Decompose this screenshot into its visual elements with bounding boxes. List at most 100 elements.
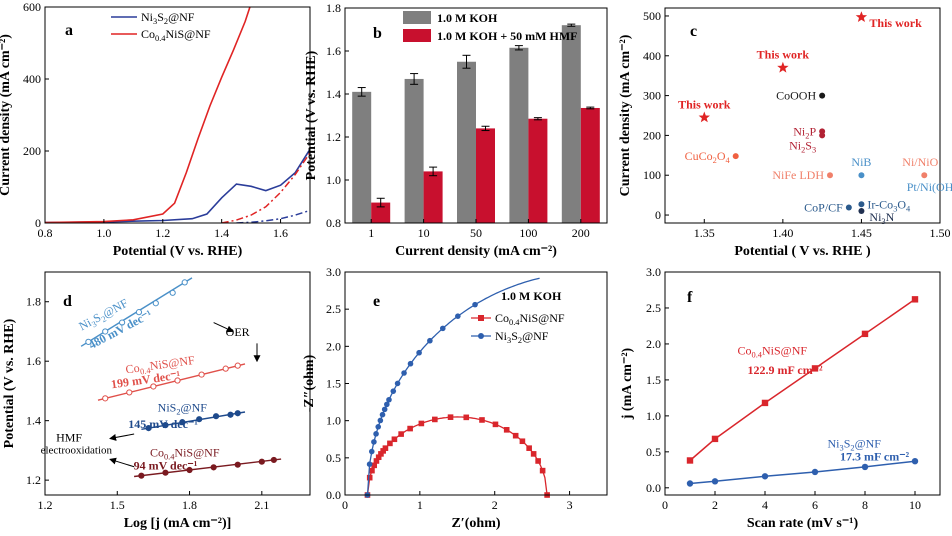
data-point (169, 289, 176, 296)
data-point (492, 421, 499, 428)
data-point (150, 383, 157, 390)
legend-entry: 1.0 M KOH + 50 mM HMF (437, 29, 577, 43)
y-tick-label: 1.2 (326, 130, 341, 144)
point-label: Ni/NiO (902, 155, 938, 169)
point-label: This work (757, 48, 810, 62)
point-label: Ni2P (793, 124, 816, 140)
data-point (711, 478, 719, 485)
data-point (401, 370, 407, 376)
fit-line (97, 363, 246, 401)
x-axis-title: Log [j (mA cm⁻²)] (124, 516, 232, 531)
data-point (85, 338, 92, 345)
y-tick-label: 0.0 (326, 488, 341, 502)
bar (561, 25, 581, 224)
y-axis-title: -Z″(ohm) (302, 354, 317, 412)
point-marker (858, 201, 865, 208)
data-point (439, 325, 446, 332)
x-tick-label: 6 (812, 498, 818, 512)
point-label: CoOOH (776, 89, 816, 103)
panel-label: e (373, 293, 380, 310)
legend-title: 1.0 M KOH (501, 289, 562, 303)
x-axis-title: Z′(ohm) (451, 516, 500, 531)
series-line (45, 7, 251, 223)
x-tick-label: 1.4 (214, 226, 229, 240)
data-point (861, 463, 869, 471)
x-tick-label: 1.35 (694, 226, 715, 240)
data-point (152, 300, 159, 307)
x-tick-label: 8 (862, 498, 868, 512)
x-tick-label: 0 (342, 498, 348, 512)
annotation-electrooxidation: electrooxidation (41, 444, 113, 456)
y-tick-label: 2.0 (326, 339, 341, 353)
y-tick-label: 3.0 (326, 265, 341, 279)
data-point (102, 328, 109, 335)
fit-curve (366, 416, 548, 495)
x-tick-label: 100 (519, 226, 537, 240)
annotation-hmf: HMF (56, 430, 82, 444)
point-label: NiFe LDH (772, 168, 824, 182)
x-tick-label: 1 (417, 498, 423, 512)
panel-label: a (65, 22, 73, 39)
point-label: This work (678, 97, 731, 111)
panel-b: 1 10 50 100 200 0.8 1.0 1.2 1.4 1.6 1.8 Current den… (304, 1, 608, 259)
data-point (386, 396, 392, 403)
data-point (761, 399, 769, 407)
slope-label: 145 mV dec⁻¹ (128, 417, 198, 431)
y-tick-label: 400 (23, 72, 41, 86)
x-tick-label: 3 (567, 498, 573, 512)
data-point (379, 411, 386, 418)
y-tick-label: 3.0 (646, 265, 661, 279)
point-label: Ni2S3 (789, 138, 816, 154)
fit-line (689, 298, 916, 462)
y-tick-label: 1.8 (26, 295, 41, 309)
x-tick-label: 50 (470, 226, 482, 240)
data-point (479, 417, 485, 423)
data-point (373, 458, 380, 464)
data-point (390, 388, 397, 394)
data-point (371, 462, 377, 469)
x-tick-label: 1.45 (851, 226, 872, 240)
y-tick-label: 0 (655, 208, 661, 222)
data-point (526, 445, 532, 451)
data-point (381, 406, 388, 413)
series-line (221, 152, 310, 223)
data-point (382, 445, 389, 451)
data-point (861, 330, 869, 338)
point-marker (819, 92, 826, 99)
series-line (45, 148, 310, 223)
y-tick-label: 2.0 (646, 337, 661, 351)
data-point (398, 431, 404, 437)
x-tick-label: 1.6 (273, 226, 288, 240)
slope-label: 94 mV dec⁻¹ (134, 458, 198, 472)
point-label: Pt/Ni(OH)2 (907, 180, 952, 196)
data-point (472, 301, 478, 308)
y-tick-label: 0.0 (646, 481, 661, 495)
y-tick-label: 1.4 (326, 87, 341, 101)
data-point (227, 411, 234, 418)
bar (528, 118, 548, 223)
x-axis-title: Scan rate (mV s⁻¹) (747, 516, 859, 531)
point-label: CuCo2O4 (685, 149, 731, 165)
y-tick-label: 1.0 (646, 409, 661, 423)
point-marker (819, 132, 826, 139)
data-point (212, 413, 220, 420)
legend-entry: Co0.4NiS@NF (141, 27, 211, 43)
data-point (911, 457, 919, 465)
data-point (145, 425, 152, 432)
data-point (186, 466, 193, 474)
panel-c: 1.35 1.40 1.45 1.50 0 100 200 300 400 500 Potentia… (618, 7, 952, 259)
capacitance-label: 17.3 mF cm⁻² (840, 449, 910, 463)
panel-label: c (690, 23, 697, 40)
arrow (109, 433, 135, 441)
y-tick-label: 1.0 (326, 414, 341, 428)
point-label: NiB (851, 155, 871, 169)
bar (352, 91, 372, 223)
data-point (258, 458, 265, 465)
data-point (222, 365, 229, 372)
data-point (138, 472, 145, 479)
x-tick-label: 2 (492, 498, 498, 512)
point-label: Ir-Co3O4 (867, 197, 911, 213)
y-tick-label: 200 (23, 144, 41, 158)
data-point (911, 296, 919, 303)
